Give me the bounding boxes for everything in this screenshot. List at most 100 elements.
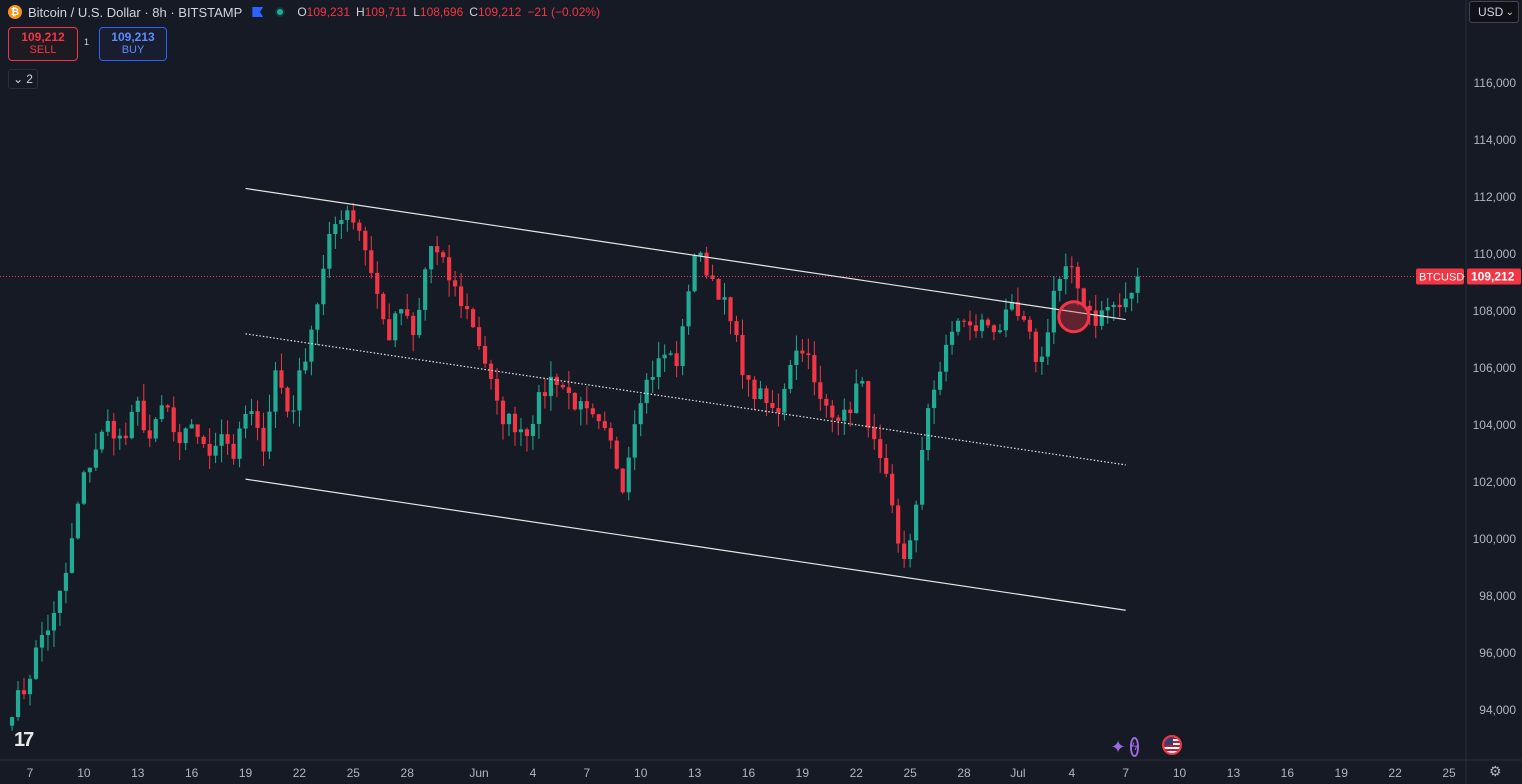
- candle-body: [1105, 307, 1110, 311]
- candle-body: [309, 329, 314, 362]
- candle-body: [608, 428, 613, 441]
- candle-body: [327, 234, 332, 269]
- candle-body: [63, 572, 69, 591]
- time-tick-label: 7: [1122, 766, 1129, 780]
- indicator-count: 2: [26, 72, 33, 86]
- candle-body: [141, 400, 146, 431]
- candle-body: [267, 411, 272, 452]
- candle-body: [812, 355, 817, 383]
- candle-body: [87, 467, 92, 473]
- candle-body: [1039, 356, 1044, 362]
- flag-icon[interactable]: [252, 7, 264, 17]
- candle-body: [967, 321, 973, 326]
- candle-body: [405, 309, 410, 316]
- chevron-down-icon: ⌄: [1505, 6, 1514, 18]
- candle-body: [249, 411, 254, 415]
- candle-body: [644, 379, 649, 404]
- candle-body: [1081, 288, 1086, 306]
- last-price-symbol: BTCUSD: [1419, 271, 1464, 283]
- candle-body: [291, 410, 296, 412]
- candle-body: [1027, 319, 1032, 332]
- tradingview-logo[interactable]: 17: [14, 729, 34, 751]
- candle-body: [512, 413, 518, 433]
- sparkle-bolt-icon[interactable]: ✦ ϟ: [1110, 736, 1140, 757]
- candle-body: [1099, 310, 1104, 326]
- time-tick-label: 22: [1388, 766, 1402, 780]
- candle-body: [776, 408, 781, 413]
- candle-body: [590, 408, 595, 415]
- time-tick-label: Jul: [1010, 766, 1025, 780]
- candle-body: [494, 378, 500, 401]
- sell-button[interactable]: 109,212 SELL: [8, 27, 78, 61]
- candle-body: [638, 403, 643, 425]
- candle-body: [782, 388, 787, 413]
- time-tick-label: 7: [27, 766, 34, 780]
- candle-body: [153, 419, 158, 439]
- time-tick-label: 25: [347, 766, 361, 780]
- candle-body: [734, 321, 739, 336]
- candle-body: [500, 400, 506, 425]
- us-flag-icon[interactable]: [1162, 735, 1182, 755]
- candle-body: [632, 424, 637, 458]
- candle-body: [435, 246, 440, 253]
- candle-body: [339, 219, 344, 225]
- candle-body: [937, 371, 943, 390]
- candle-body: [890, 473, 895, 506]
- time-tick-label: 28: [401, 766, 415, 780]
- last-price-label: BTCUSD 109,212: [1416, 268, 1521, 285]
- candle-body: [943, 344, 949, 372]
- market-open-icon[interactable]: [275, 7, 286, 17]
- candle-body: [447, 257, 452, 281]
- candle-body: [75, 503, 80, 539]
- candle-body: [626, 457, 631, 493]
- candle-body: [979, 319, 985, 332]
- candle-body: [261, 427, 266, 452]
- candle-body: [243, 414, 248, 429]
- price-tick-label: 114,000: [1474, 133, 1517, 147]
- candle-body: [99, 431, 104, 450]
- symbol-title[interactable]: Bitcoin / U.S. Dollar · 8h · BITSTAMP: [28, 4, 243, 20]
- candle-body: [722, 297, 727, 300]
- price-tick-label: 96,000: [1479, 646, 1516, 660]
- candle-body: [369, 250, 374, 273]
- time-tick-label: 19: [796, 766, 810, 780]
- candle-body: [746, 375, 751, 380]
- price-tick-label: 100,000: [1473, 532, 1517, 546]
- price-tick-label: 116,000: [1474, 76, 1517, 90]
- buy-button[interactable]: 109,213 BUY: [99, 27, 167, 61]
- candle-body: [351, 210, 356, 223]
- candle-body: [315, 304, 320, 330]
- candle-body: [602, 421, 607, 429]
- candle-body: [830, 405, 835, 418]
- candle-body: [560, 384, 565, 388]
- time-tick-label: 16: [742, 766, 756, 780]
- descending-channel[interactable]: [245, 187, 1126, 611]
- candle-body: [375, 272, 380, 294]
- time-tick-label: Jun: [469, 766, 488, 780]
- gear-icon[interactable]: ⚙: [1489, 763, 1502, 779]
- candle-body: [506, 413, 512, 425]
- currency-select[interactable]: USD ⌄: [1469, 1, 1519, 23]
- candle-body: [518, 429, 524, 433]
- candle-body: [57, 590, 63, 613]
- time-tick-label: 19: [239, 766, 253, 780]
- price-axis[interactable]: 94,000 96,000 98,000 100,000 102,000 104,000 1…: [1465, 0, 1517, 784]
- candle-body: [770, 402, 775, 409]
- candle-body: [111, 420, 116, 439]
- indicators-toggle-button[interactable]: ⌄ 2: [8, 69, 38, 89]
- candle-body: [896, 505, 901, 544]
- time-axis[interactable]: 7 10 13 16 19 22 25 28 Jun 4 7 10 13 16 19 22 25 28 Jul 4 7 1…: [0, 759, 1522, 780]
- candle-body: [363, 230, 368, 251]
- channel-lower-line: [245, 478, 1126, 611]
- candle-body: [135, 400, 140, 412]
- price-change: −21 (−0.02%): [527, 5, 601, 19]
- candle-body: [902, 543, 907, 560]
- candle-body: [949, 331, 955, 345]
- candle-body: [201, 436, 206, 444]
- candle-body: [441, 252, 446, 258]
- candle-body: [728, 297, 733, 322]
- time-tick-label: 22: [293, 766, 307, 780]
- symbol-header[interactable]: ₿ Bitcoin / U.S. Dollar · 8h · BITSTAMP …: [8, 3, 600, 21]
- candle-body: [542, 392, 548, 397]
